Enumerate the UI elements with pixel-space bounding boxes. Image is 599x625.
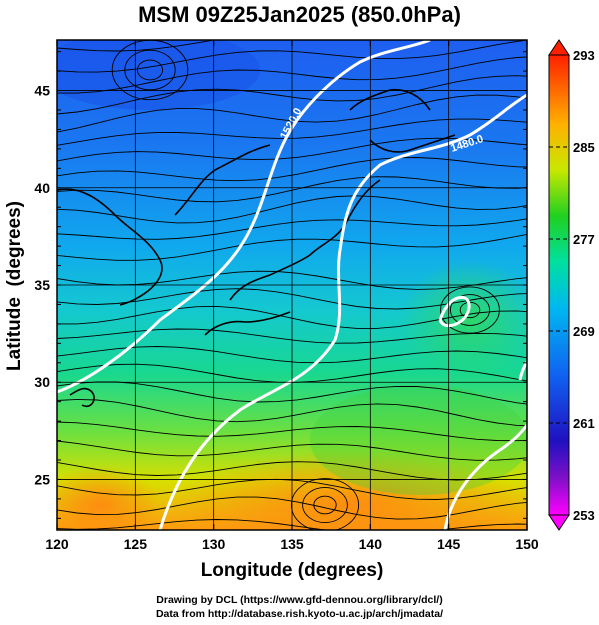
colorbar-tick-label: 269 <box>573 324 595 339</box>
streamline <box>57 157 527 182</box>
streamline <box>57 56 527 94</box>
colorbar: 293 285 277 269 261 253 <box>548 39 595 531</box>
y-tick-label: 35 <box>34 277 50 293</box>
x-tick-label: 150 <box>515 536 539 552</box>
streamline <box>57 346 527 364</box>
streamline <box>57 421 527 442</box>
x-tick-label: 120 <box>45 536 69 552</box>
streamline <box>57 288 527 310</box>
y-tick-label: 45 <box>34 83 50 99</box>
streamline <box>57 398 527 427</box>
streamline <box>57 137 527 162</box>
credits: Drawing by DCL (https://www.gfd-dennou.o… <box>0 593 599 621</box>
streamline-vortex <box>290 478 360 530</box>
streamline-vortex <box>440 286 500 334</box>
colorbar-max-arrow <box>548 39 570 56</box>
streamline-vortex <box>449 294 491 326</box>
streamline <box>57 461 527 481</box>
x-axis-label: Longitude (degrees) <box>201 560 384 581</box>
streamline <box>57 40 217 52</box>
map-figure: 1520.0 1480.0 120 125 130 135 140 145 150 2530… <box>4 39 595 581</box>
x-tick-label: 135 <box>280 536 304 552</box>
credit-data: Data from http://database.rish.kyoto-u.a… <box>155 608 444 620</box>
streamline <box>57 270 527 290</box>
streamline <box>57 305 527 329</box>
y-tick-label: 30 <box>34 374 50 390</box>
y-tick-label: 25 <box>34 471 50 487</box>
y-axis-ticks: 25 30 35 40 45 <box>34 51 527 519</box>
streamline <box>57 218 527 240</box>
colorbar-tick-label: 285 <box>573 140 595 155</box>
graticule <box>57 40 527 530</box>
streamline-vortex <box>313 495 337 515</box>
colorbar-gradient <box>548 54 570 516</box>
streamline <box>57 118 527 146</box>
streamline <box>57 40 527 73</box>
streamline <box>57 233 527 261</box>
streamline <box>57 519 527 530</box>
streamline <box>57 75 527 115</box>
colorbar-tick-label: 261 <box>573 416 595 431</box>
x-axis-ticks: 120 125 130 135 140 145 150 <box>45 40 539 552</box>
y-axis-label: Latitude (degrees) <box>4 201 25 371</box>
streamline <box>57 381 527 405</box>
streamline <box>57 328 527 344</box>
streamline-vortex <box>124 49 176 91</box>
streamline <box>57 496 527 520</box>
wind-streamlines <box>57 40 527 530</box>
geopotential-contours <box>57 40 527 530</box>
x-tick-label: 140 <box>359 536 383 552</box>
colorbar-min-arrow <box>548 514 570 531</box>
map-title: MSM 09Z25Jan2025 (850.0hPa) <box>138 2 461 27</box>
streamline <box>57 176 527 203</box>
x-tick-label: 125 <box>124 536 148 552</box>
credit-drawing: Drawing by DCL (https://www.gfd-dennou.o… <box>156 594 443 606</box>
colorbar-tick-label: 253 <box>573 508 595 523</box>
y-tick-label: 40 <box>34 180 50 196</box>
streamline-vortex <box>136 59 164 81</box>
coastlines <box>57 88 456 408</box>
streamline <box>57 195 527 224</box>
colorbar-tick-label: 277 <box>573 232 595 247</box>
streamline <box>57 440 527 461</box>
x-tick-label: 130 <box>202 536 226 552</box>
streamline-vortex <box>302 486 348 524</box>
x-tick-label: 145 <box>437 536 461 552</box>
colorbar-tick-label: 293 <box>573 48 595 63</box>
